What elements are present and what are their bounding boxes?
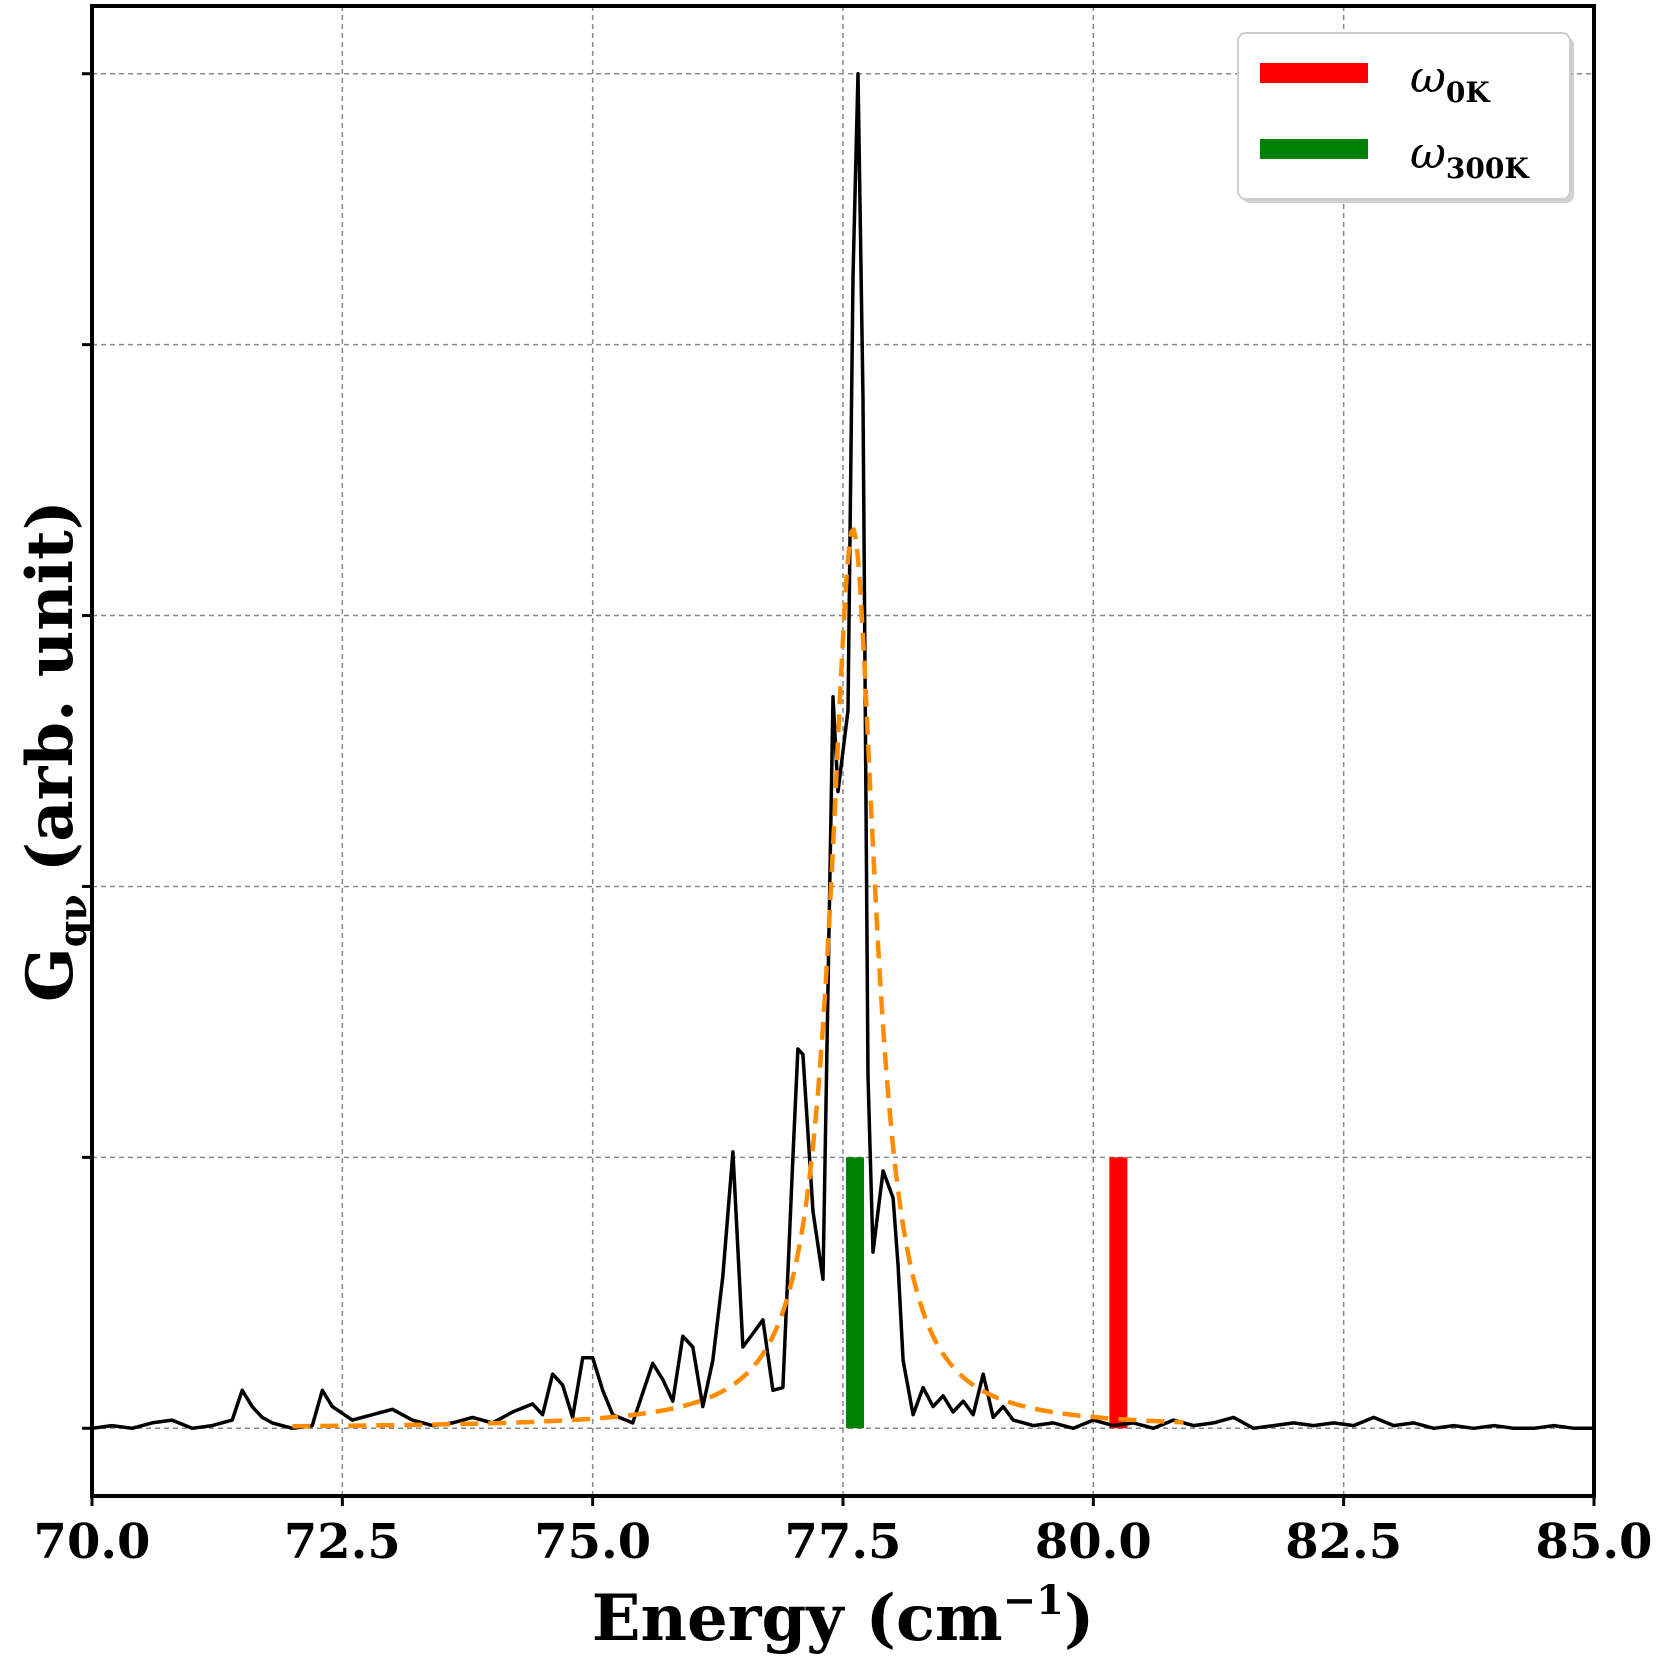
series-line-data	[91, 71, 1594, 1431]
x-tick-label-3: 77.5	[785, 1514, 902, 1570]
x-tick-label-6: 85.0	[1536, 1514, 1653, 1570]
legend-label-0k: ω0K	[1410, 52, 1491, 109]
series-line-fit	[292, 527, 1184, 1429]
legend-label-300k: ω300K	[1410, 128, 1530, 185]
x-tick-label-4: 80.0	[1035, 1514, 1152, 1570]
x-axis-ticks: 70.0 72.5 75.0 77.5 80.0 82.5 85.0	[34, 72, 1653, 1570]
x-tick-label-5: 82.5	[1285, 1514, 1402, 1570]
series-group	[91, 71, 1594, 1431]
x-tick-label-0: 70.0	[34, 1514, 151, 1570]
marker-bar-1	[846, 1157, 865, 1429]
x-tick-label-2: 75.0	[534, 1514, 651, 1570]
x-axis-label: Energy (cm−1)	[592, 1577, 1095, 1656]
frequency-markers	[846, 1157, 1128, 1429]
legend: ω0K ω300K	[1237, 32, 1574, 203]
marker-bar-0	[1109, 1157, 1128, 1429]
x-tick-label-1: 72.5	[284, 1514, 401, 1570]
legend-swatch-300k	[1260, 139, 1368, 159]
y-axis-label: Gqν (arb. unit)	[13, 500, 95, 1002]
legend-swatch-0k	[1260, 63, 1368, 83]
